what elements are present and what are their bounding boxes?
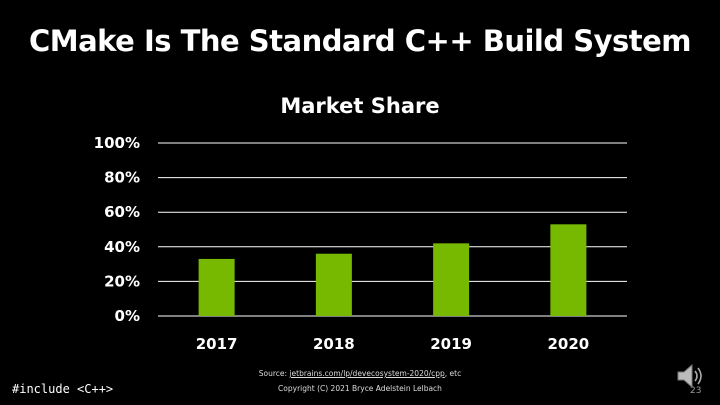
y-tick-label: 100%: [94, 134, 140, 152]
source-note: Source: jetbrains.com/lp/devecosystem-20…: [0, 369, 720, 378]
x-tick-label: 2017: [196, 335, 238, 353]
bar-2018: [315, 253, 352, 316]
footer-include-label: #include <C++>: [12, 382, 114, 396]
y-tick-label: 20%: [104, 272, 140, 290]
y-tick-label: 60%: [104, 203, 140, 221]
source-suffix: , etc: [444, 369, 462, 378]
copyright-note: Copyright (C) 2021 Bryce Adelstein Lelba…: [278, 384, 442, 393]
chart-title: Market Share: [280, 94, 440, 118]
source-prefix: Source:: [258, 369, 290, 378]
source-link[interactable]: jetbrains.com/lp/devecosystem-2020/cpp: [289, 369, 445, 378]
x-tick-label: 2019: [430, 335, 472, 353]
page-number: 23: [690, 386, 702, 396]
speaker-icon[interactable]: [676, 362, 706, 390]
bar-2017: [198, 258, 235, 316]
y-tick-label: 40%: [104, 238, 140, 256]
y-tick-label: 0%: [115, 307, 140, 325]
y-tick-label: 80%: [104, 169, 140, 187]
x-tick-label: 2018: [313, 335, 355, 353]
x-tick-label: 2020: [548, 335, 590, 353]
bar-2020: [550, 224, 587, 316]
slide-title: CMake Is The Standard C++ Build System: [28, 24, 692, 58]
bar-2019: [433, 243, 470, 316]
